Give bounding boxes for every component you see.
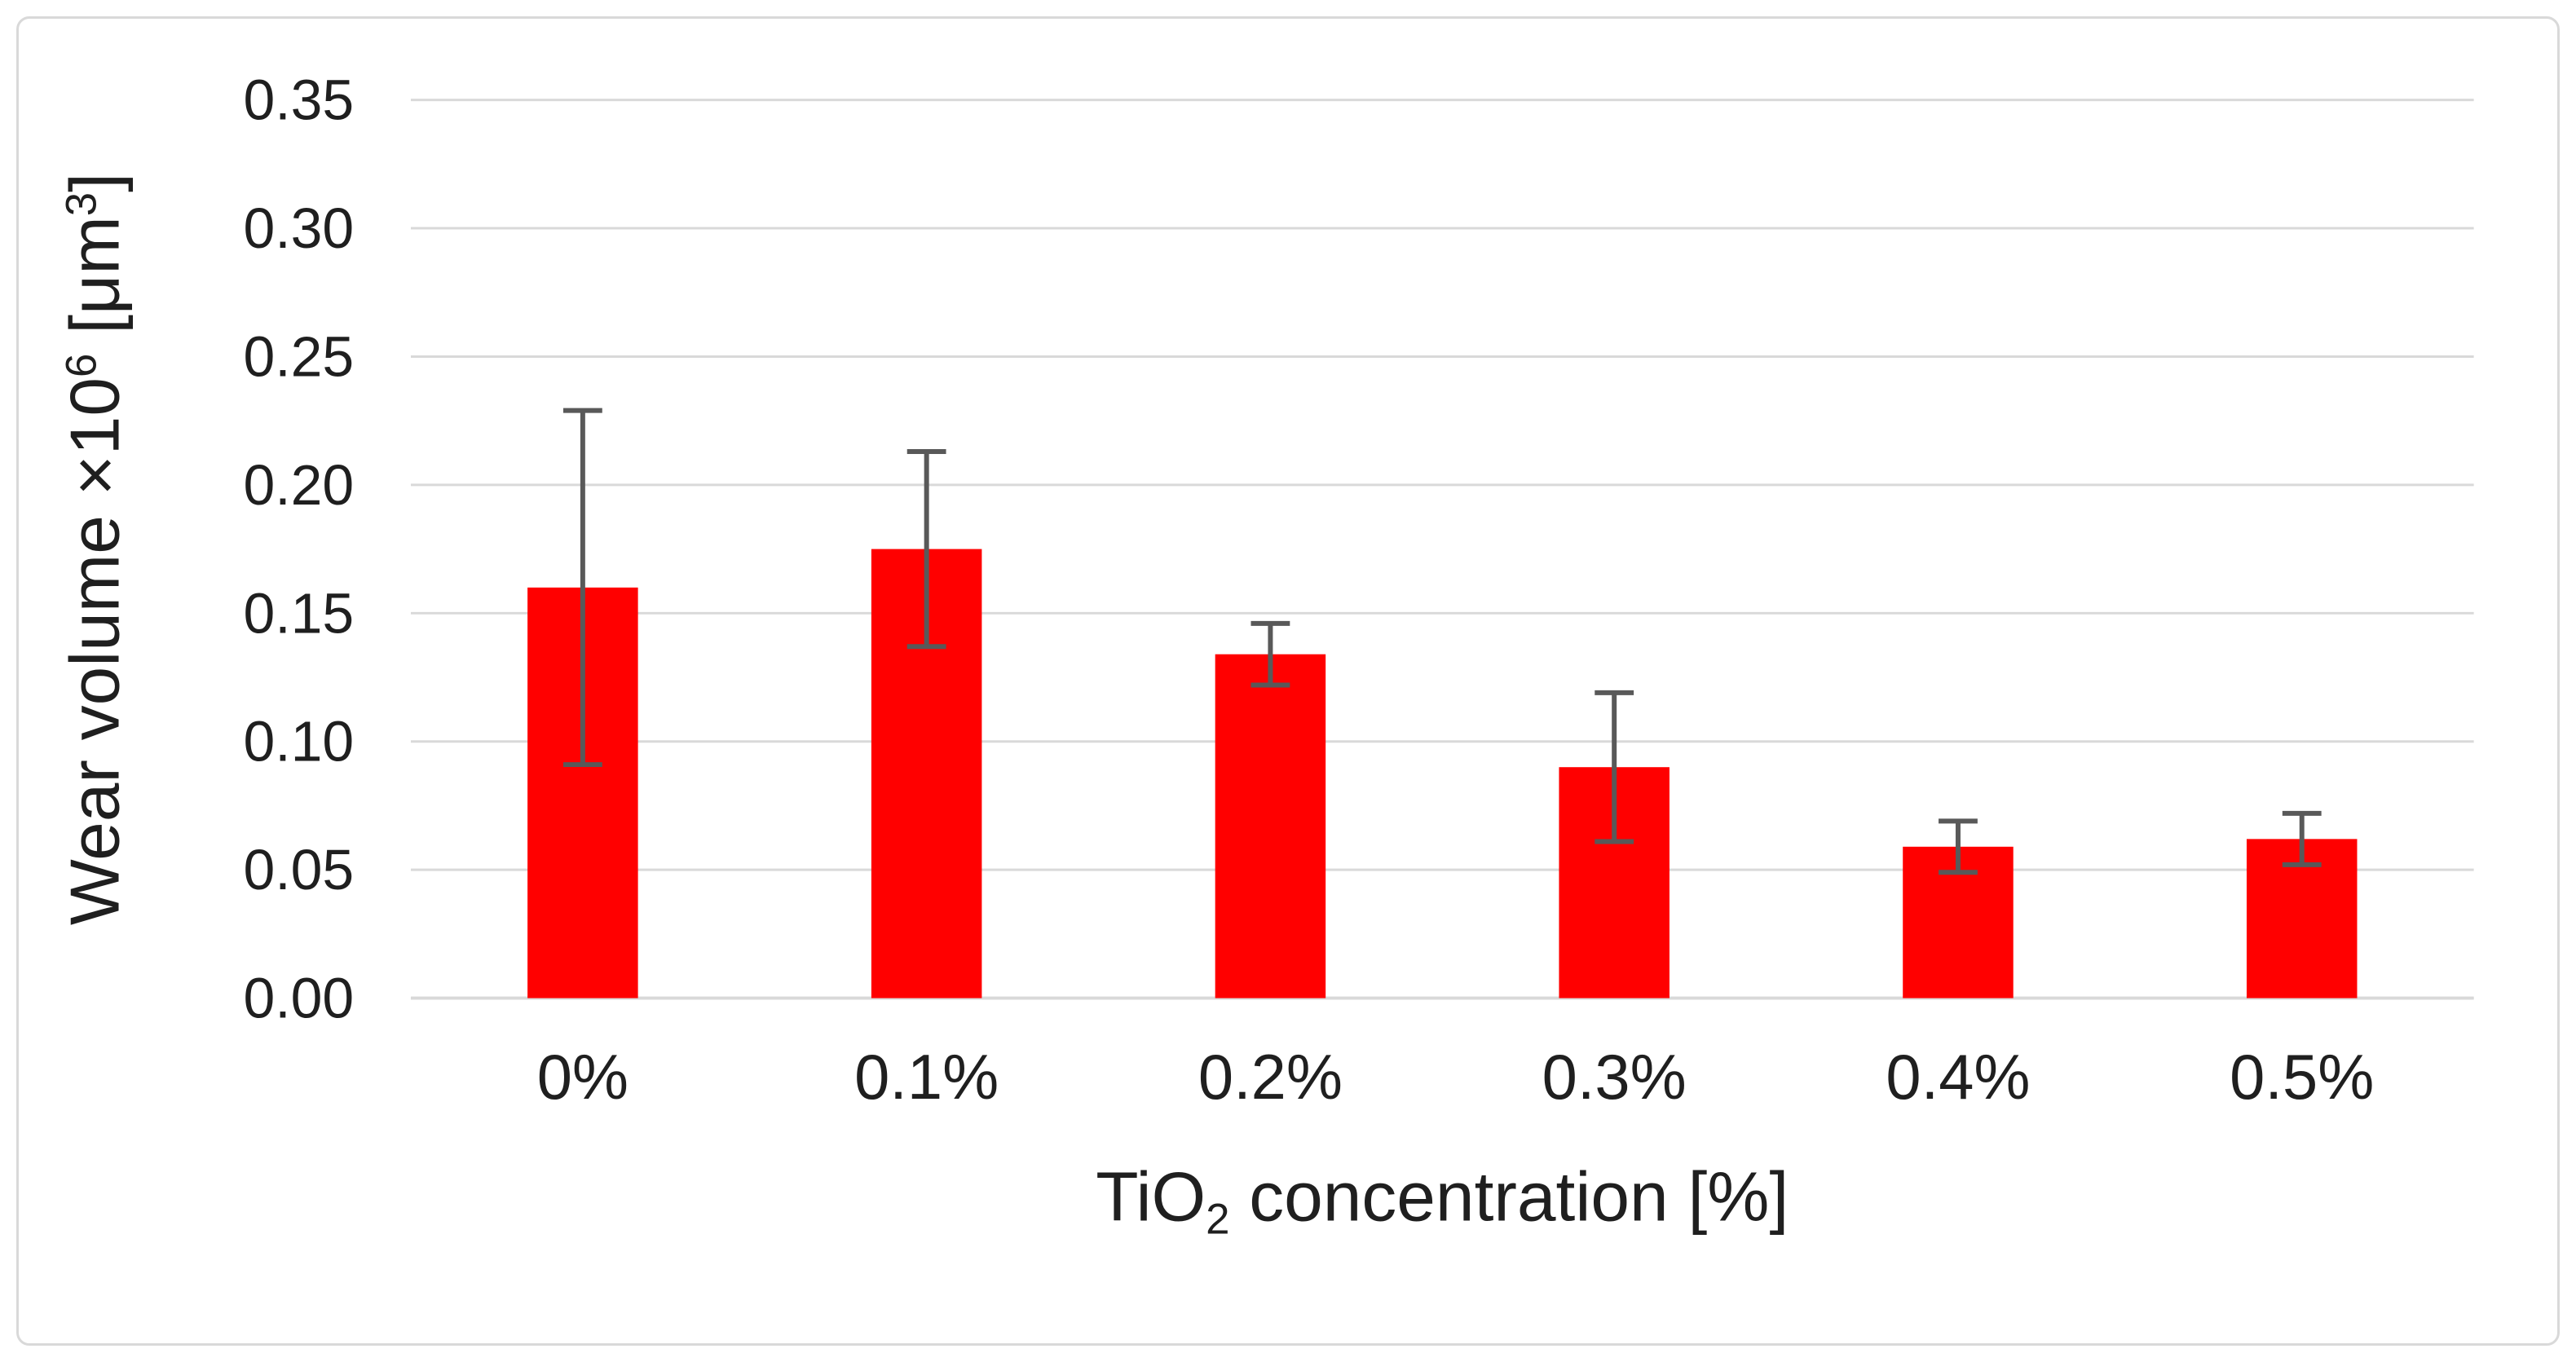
y-axis-title-part: ]	[55, 173, 134, 192]
x-axis-title: TiO2 concentration [%]	[1096, 1158, 1789, 1244]
x-category-label: 0.2%	[1198, 1042, 1343, 1113]
y-tick-label: 0.00	[243, 967, 354, 1030]
y-axis-title-part: Wear volume ×10	[55, 377, 134, 925]
error-bar	[562, 408, 602, 768]
y-axis-title-part: [μm	[55, 216, 134, 353]
chart-frame: 0.00 0.05 0.10 0.15 0.20 0.25 0.30 0.35 0% 0.1% 0.…	[16, 16, 2560, 1346]
error-bar	[1595, 690, 1634, 844]
chart-canvas: 0.00 0.05 0.10 0.15 0.20 0.25 0.30 0.35 0% 0.1% 0.…	[55, 68, 2474, 1244]
error-bar	[1939, 818, 1978, 875]
x-axis-title-part: 2	[1206, 1195, 1229, 1243]
y-axis-title: Wear volume ×106 [μm3]	[55, 173, 134, 925]
x-category-label: 0.3%	[1542, 1042, 1687, 1113]
y-tick-label: 0.30	[243, 196, 354, 260]
x-category-label: 0.4%	[1886, 1042, 2030, 1113]
bar	[1215, 654, 1326, 998]
x-category-label: 0%	[537, 1042, 629, 1113]
y-tick-label: 0.35	[243, 68, 354, 132]
y-tick-label: 0.25	[243, 324, 354, 388]
x-category-label: 0.1%	[854, 1042, 999, 1113]
error-bar	[1251, 620, 1290, 688]
x-axis-title-part: TiO	[1096, 1158, 1206, 1236]
y-tick-label: 0.10	[243, 710, 354, 774]
y-tick-label: 0.05	[243, 838, 354, 901]
y-tick-label: 0.15	[243, 581, 354, 645]
y-axis-title-part: 6	[57, 354, 105, 377]
error-bar	[906, 448, 946, 650]
error-bar	[2282, 810, 2322, 867]
bar-chart: 0.00 0.05 0.10 0.15 0.20 0.25 0.30 0.35 0% 0.1% 0.…	[19, 19, 2557, 1343]
x-axis-title-part: concentration [%]	[1230, 1158, 1789, 1236]
x-category-label: 0.5%	[2230, 1042, 2374, 1113]
y-axis-title-part: 3	[57, 192, 105, 216]
y-tick-label: 0.20	[243, 453, 354, 517]
